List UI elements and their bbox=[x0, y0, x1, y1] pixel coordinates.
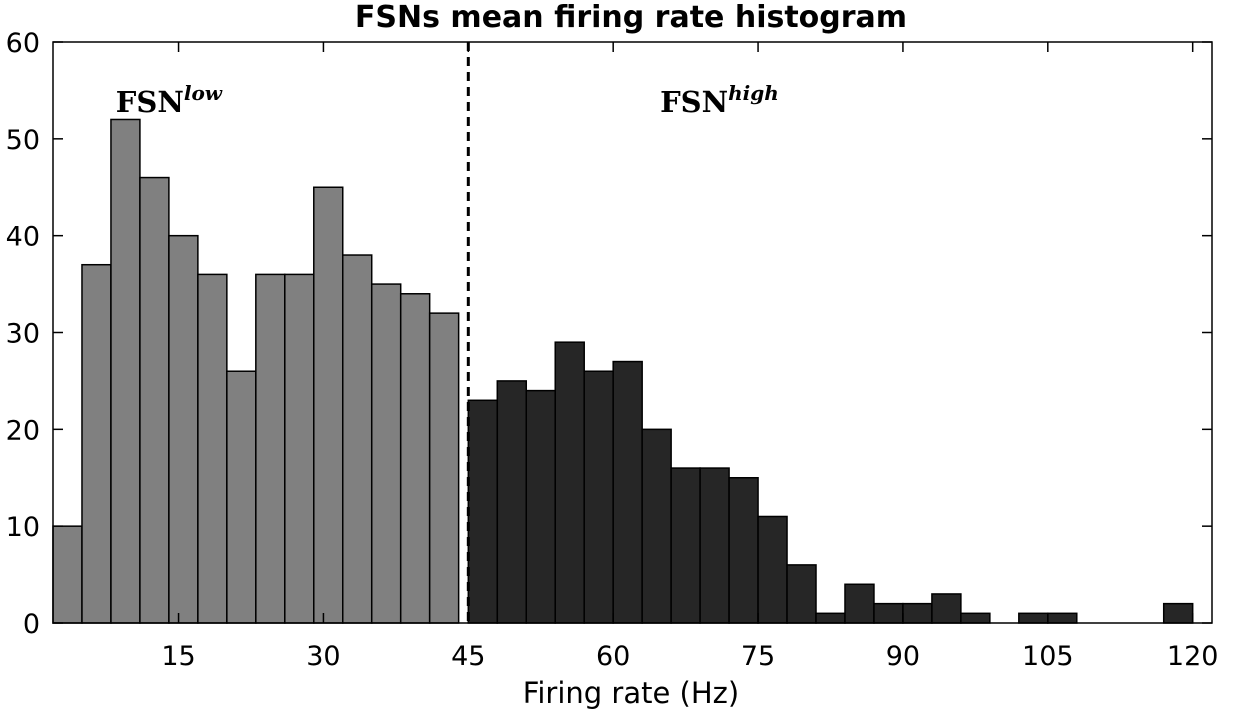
histogram-bar-low bbox=[52, 525, 83, 624]
x-tick-label: 120 bbox=[1167, 641, 1219, 672]
histogram-bar-high bbox=[815, 612, 846, 624]
histogram-bar-high bbox=[467, 399, 499, 624]
histogram-bar-high bbox=[931, 593, 962, 624]
histogram-bar-high bbox=[699, 467, 730, 624]
histogram-bar-high bbox=[873, 602, 904, 624]
chart-title: FSNs mean firing rate histogram bbox=[355, 0, 907, 35]
y-tick-label: 40 bbox=[6, 222, 40, 253]
histogram-bar-low bbox=[399, 293, 431, 624]
y-tick-label: 30 bbox=[6, 319, 40, 350]
histogram-bar-high bbox=[641, 428, 672, 624]
y-tick-label: 50 bbox=[6, 125, 40, 156]
x-tick-label: 75 bbox=[741, 641, 775, 672]
histogram-bar-low bbox=[370, 283, 402, 624]
histogram-bar-high bbox=[554, 341, 585, 624]
histogram-bar-low bbox=[255, 273, 286, 624]
histogram-bar-low bbox=[81, 263, 112, 624]
histogram-bar-high bbox=[525, 389, 556, 624]
histogram-bar-low bbox=[226, 370, 257, 624]
histogram-bar-low bbox=[110, 118, 141, 624]
histogram-bar-low bbox=[313, 186, 344, 624]
histogram-bar-high bbox=[902, 602, 933, 624]
histogram-bar-high bbox=[786, 564, 817, 624]
histogram-bar-low bbox=[428, 312, 460, 624]
y-tick-label: 0 bbox=[23, 609, 40, 640]
axis-ticks: 15 30 45 60 75 90 105 120 0 10 20 30 40 50 60 bbox=[6, 28, 1219, 672]
histogram-bar-high bbox=[844, 583, 875, 624]
y-tick-label: 60 bbox=[6, 28, 40, 59]
x-tick-label: 45 bbox=[451, 641, 485, 672]
histogram-bar-high bbox=[1162, 602, 1194, 624]
histogram-bar-high bbox=[496, 380, 528, 624]
x-tick-label: 105 bbox=[1022, 641, 1074, 672]
region-label: FSNhigh bbox=[660, 81, 779, 119]
histogram-bar-high bbox=[583, 370, 614, 624]
x-tick-label: 15 bbox=[161, 641, 195, 672]
histogram-bar-high bbox=[1047, 612, 1078, 624]
histogram-bar-low bbox=[284, 273, 315, 624]
histogram-bar-low bbox=[168, 234, 199, 624]
x-tick-label: 30 bbox=[306, 641, 340, 672]
region-label: FSNlow bbox=[116, 81, 223, 119]
y-tick-label: 10 bbox=[6, 512, 40, 543]
x-tick-label: 90 bbox=[886, 641, 920, 672]
x-axis-label: Firing rate (Hz) bbox=[523, 676, 739, 710]
histogram-bar-high bbox=[960, 612, 991, 624]
histogram-bar-low bbox=[197, 273, 228, 624]
bars-group bbox=[52, 118, 1194, 624]
histogram-bar-high bbox=[670, 467, 701, 624]
y-tick-label: 20 bbox=[6, 415, 40, 446]
histogram-bar-high bbox=[728, 477, 759, 624]
histogram-bar-high bbox=[612, 360, 643, 624]
region-annotations: FSNlow FSNhigh bbox=[116, 81, 779, 119]
x-tick-label: 60 bbox=[596, 641, 630, 672]
histogram-bar-low bbox=[139, 176, 170, 624]
histogram-bar-high bbox=[757, 515, 788, 624]
histogram-bar-low bbox=[342, 254, 373, 624]
histogram-bar-high bbox=[1018, 612, 1049, 624]
